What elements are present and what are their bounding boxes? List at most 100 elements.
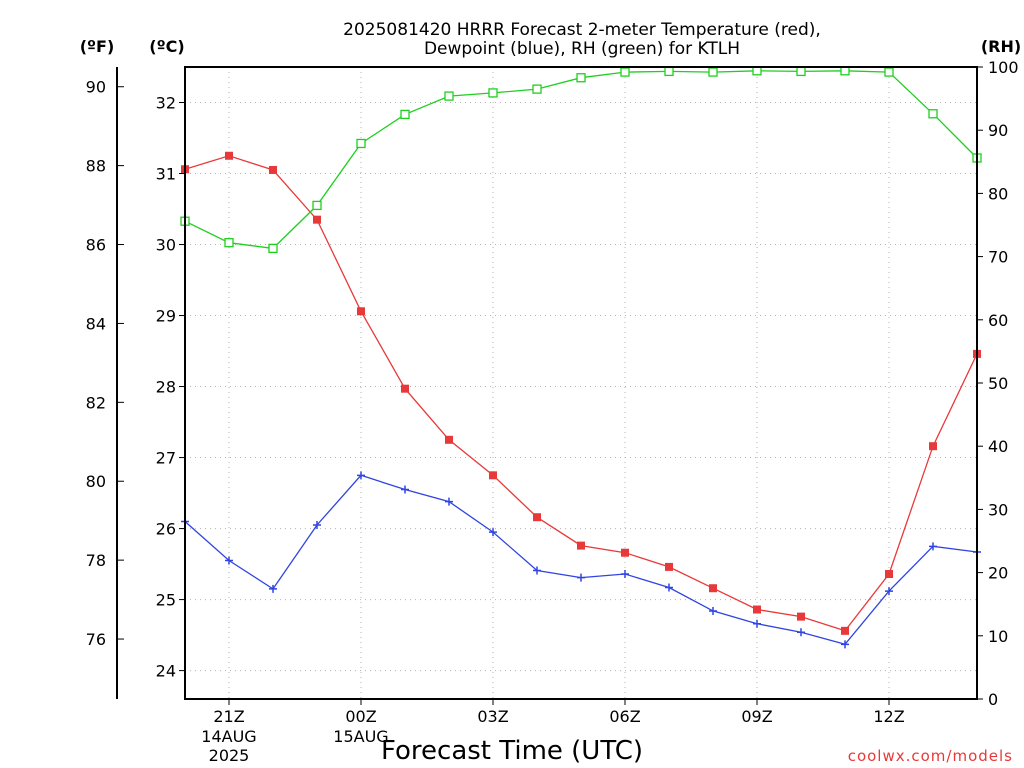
rh-point [708,67,718,77]
dewpoint-point [797,628,805,637]
plot-frame [184,66,978,700]
temperature-point [885,570,893,579]
temperature-point [753,605,761,614]
temperature-point [445,435,453,444]
celsius-tick-label: 27 [156,449,176,468]
rh-tick-label: 50 [988,374,1008,393]
temperature-point [621,548,629,557]
rh-tick-label: 0 [988,690,998,709]
rh-point [664,66,674,77]
rh-tick-label: 70 [988,248,1008,267]
dewpoint-line [184,474,978,646]
dewpoint-point [929,542,937,551]
rh-point [312,200,322,211]
grid-lines [185,67,977,699]
dewpoint-point [665,583,673,592]
temperature-point [841,626,849,635]
chart-title-line-1: 2025081420 HRRR Forecast 2-meter Tempera… [343,20,821,40]
temperature-point [269,165,277,174]
rh-point [488,88,498,98]
dewpoint-point [753,619,761,628]
data-series [180,66,982,649]
temperature-series [181,151,981,635]
celsius-tick-label: 32 [156,94,176,113]
fahrenheit-tick-label: 78 [86,551,106,570]
dewpoint-point [709,606,717,615]
rh-point [884,67,894,77]
dewpoint-point [533,566,541,575]
celsius-tick-label: 26 [156,520,176,539]
celsius-tick-label: 24 [156,662,176,681]
rh-point [576,73,586,83]
rh-point [268,243,278,254]
rh-point [532,84,542,94]
temperature-line [184,155,978,632]
dewpoint-series [181,471,981,649]
rh-point [928,109,938,119]
celsius-tick-label: 25 [156,591,176,610]
dewpoint-point [621,570,629,579]
fahrenheit-axis: 76 78 80 82 84 86 88 90 [86,78,124,649]
dewpoint-point [269,584,277,593]
time-tick-label: 09Z [741,707,772,726]
time-tick-label: 06Z [609,707,640,726]
celsius-unit-label: (ºC) [149,37,184,56]
dewpoint-point [885,587,893,596]
temperature-point [489,471,497,480]
time-tick-date-label: 14AUG [201,727,256,746]
rh-point [620,67,630,77]
rh-line [184,70,978,250]
rh-tick-label: 40 [988,437,1008,456]
rh-tick-label: 20 [988,564,1008,583]
rh-point [356,138,366,149]
fahrenheit-tick-label: 86 [86,236,106,255]
fahrenheit-tick-label: 76 [86,630,106,649]
fahrenheit-unit-label: (ºF) [80,37,115,56]
rh-point [400,109,410,120]
rh-tick-label: 60 [988,311,1008,330]
rh-tick-label: 80 [988,184,1008,203]
fahrenheit-tick-label: 84 [86,314,106,333]
temperature-point [665,562,673,571]
temperature-point [797,612,805,621]
temperature-point [401,384,409,393]
fahrenheit-tick-label: 88 [86,157,106,176]
temperature-point [709,584,717,593]
celsius-tick-label: 31 [156,165,176,184]
dewpoint-point [841,640,849,649]
fahrenheit-tick-label: 80 [86,472,106,491]
temperature-point [225,151,233,160]
source-credit: coolwx.com/models [848,747,1013,765]
fahrenheit-tick-label: 90 [86,78,106,97]
x-axis-title: Forecast Time (UTC) [381,736,643,766]
temperature-point [577,541,585,550]
rh-series [180,66,982,254]
dewpoint-point [489,528,497,537]
rh-tick-label: 100 [988,58,1019,77]
celsius-tick-label: 30 [156,236,176,255]
chart-title-line-2: Dewpoint (blue), RH (green) for KTLH [424,39,740,59]
time-tick-date-label: 2025 [209,746,250,765]
rh-axis: 0 10 20 30 40 50 60 70 80 90 100 [977,58,1019,709]
rh-tick-label: 10 [988,627,1008,646]
dewpoint-point [313,521,321,530]
rh-tick-label: 90 [988,121,1008,140]
fahrenheit-tick-label: 82 [86,393,106,412]
dewpoint-point [357,471,365,480]
temperature-point [357,307,365,316]
dewpoint-point [445,497,453,506]
temperature-point [929,442,937,451]
time-tick-label: 03Z [477,707,508,726]
dewpoint-point [577,573,585,582]
rh-point [444,91,454,101]
celsius-tick-label: 28 [156,378,176,397]
rh-tick-label: 30 [988,500,1008,519]
celsius-axis: 24 25 26 27 28 29 30 31 32 [156,94,185,681]
rh-point [796,66,806,77]
celsius-tick-label: 29 [156,307,176,326]
rh-point [224,238,234,248]
time-tick-label: 00Z [345,707,376,726]
dewpoint-point [225,556,233,565]
